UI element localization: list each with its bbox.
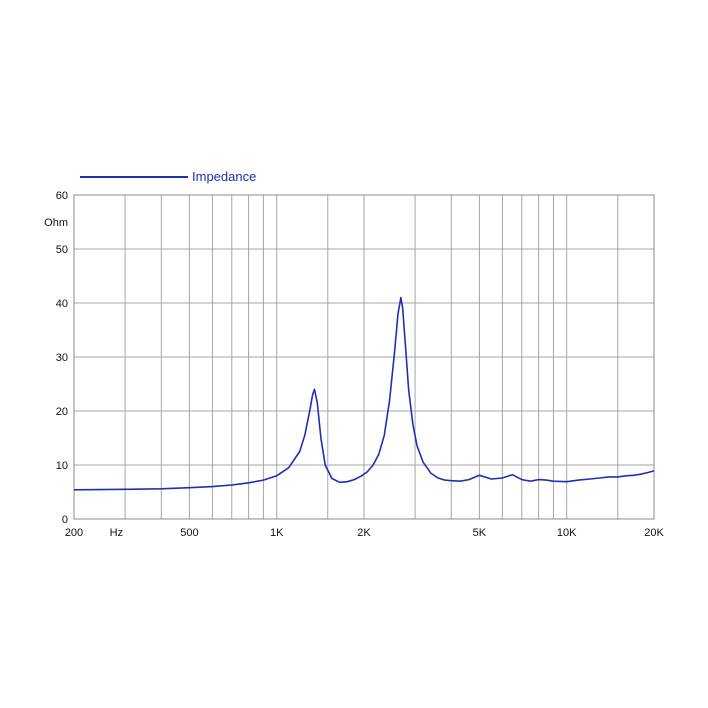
y-tick-label: 50	[56, 244, 68, 256]
x-axis-ticks: 200 500 1K 2K 5K 10K 20K	[65, 527, 665, 539]
series-layer	[73, 296, 655, 491]
x-tick-label: 10K	[557, 527, 577, 539]
x-tick-label: 20K	[644, 527, 664, 539]
y-tick-label: 10	[56, 460, 68, 472]
x-tick-label: 5K	[473, 527, 487, 539]
x-tick-label: 2K	[357, 527, 371, 539]
y-tick-label: 40	[56, 298, 68, 310]
x-tick-label: 500	[180, 527, 198, 539]
x-axis-label: Hz	[110, 527, 123, 539]
y-tick-label: 20	[56, 406, 68, 418]
plot-frame	[73, 194, 655, 520]
grid	[74, 194, 654, 520]
x-tick-label: 1K	[270, 527, 284, 539]
y-tick-label: 0	[62, 514, 68, 526]
legend: Impedance	[80, 169, 256, 184]
y-tick-label: 60	[56, 190, 68, 202]
y-axis-label: Ohm	[44, 217, 68, 229]
y-tick-label: 30	[56, 352, 68, 364]
y-axis-ticks: 0 10 20 30 40 50 60	[56, 190, 68, 526]
legend-label: Impedance	[192, 169, 256, 184]
impedance-line	[73, 296, 655, 491]
x-tick-label: 200	[65, 527, 83, 539]
